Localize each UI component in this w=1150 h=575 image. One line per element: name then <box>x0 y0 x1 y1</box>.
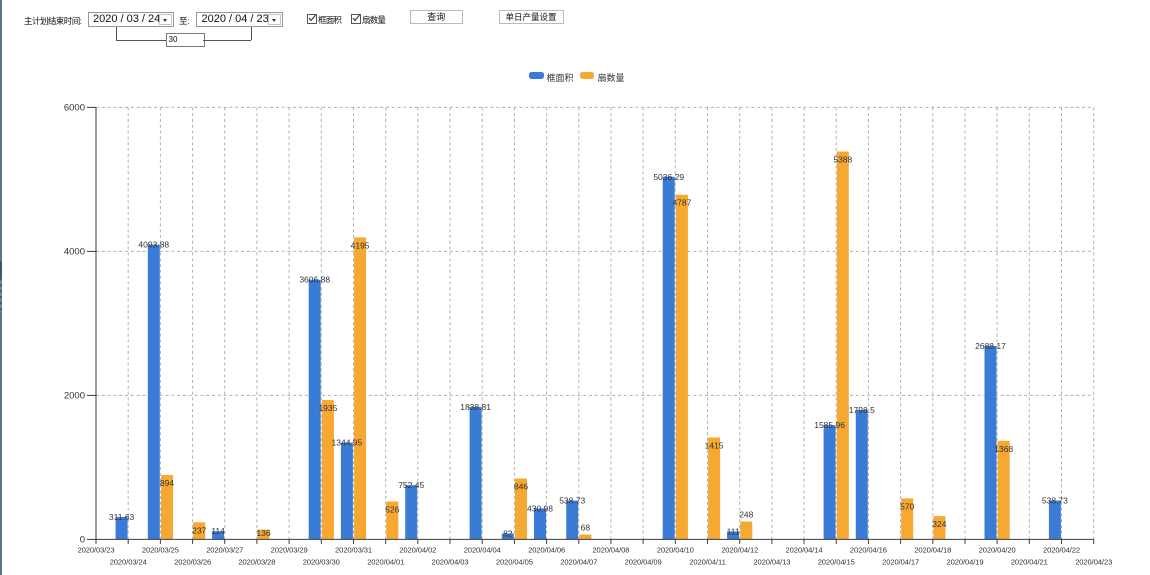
svg-text:0: 0 <box>80 535 85 546</box>
svg-text:2020/04/09: 2020/04/09 <box>625 558 662 567</box>
svg-text:1935: 1935 <box>318 403 337 413</box>
svg-text:894: 894 <box>160 478 174 488</box>
svg-text:1798.5: 1798.5 <box>849 405 875 415</box>
svg-text:570: 570 <box>900 501 914 511</box>
svg-text:2020/04/13: 2020/04/13 <box>753 558 790 567</box>
svg-text:2020/03/29: 2020/03/29 <box>271 546 308 555</box>
svg-text:324: 324 <box>932 519 946 529</box>
svg-text:2020/03/23: 2020/03/23 <box>77 546 114 555</box>
svg-text:4000: 4000 <box>64 247 85 258</box>
svg-text:248: 248 <box>739 510 753 520</box>
svg-text:2000: 2000 <box>64 391 85 402</box>
svg-text:2020/04/17: 2020/04/17 <box>882 558 919 567</box>
svg-text:2020/04/06: 2020/04/06 <box>528 546 565 555</box>
svg-text:111: 111 <box>727 526 740 536</box>
svg-text:1585.96: 1585.96 <box>814 420 845 430</box>
svg-text:2688.17: 2688.17 <box>975 341 1006 351</box>
svg-text:4787: 4787 <box>672 198 691 208</box>
svg-text:2020/03/31: 2020/03/31 <box>335 546 372 555</box>
svg-text:752.45: 752.45 <box>398 480 424 490</box>
svg-text:2020/04/05: 2020/04/05 <box>496 558 533 567</box>
svg-text:526: 526 <box>385 505 399 515</box>
svg-text:2020/04/20: 2020/04/20 <box>979 546 1016 555</box>
svg-text:2020/04/19: 2020/04/19 <box>946 558 983 567</box>
svg-text:2020/04/08: 2020/04/08 <box>592 546 629 555</box>
svg-text:430.98: 430.98 <box>527 503 553 513</box>
svg-text:4093.88: 4093.88 <box>138 240 169 250</box>
svg-text:82: 82 <box>503 529 513 539</box>
svg-text:2020/04/11: 2020/04/11 <box>689 558 725 567</box>
svg-text:2020/04/23: 2020/04/23 <box>1075 558 1112 567</box>
svg-text:2020/04/18: 2020/04/18 <box>914 546 951 555</box>
svg-text:2020/04/22: 2020/04/22 <box>1043 546 1080 555</box>
svg-text:2020/04/10: 2020/04/10 <box>657 546 694 555</box>
svg-text:2020/03/30: 2020/03/30 <box>303 558 340 567</box>
svg-text:846: 846 <box>514 482 528 492</box>
svg-text:1368: 1368 <box>994 444 1013 454</box>
svg-text:5036.29: 5036.29 <box>653 172 684 182</box>
svg-text:4195: 4195 <box>351 240 370 250</box>
svg-text:2020/04/21: 2020/04/21 <box>1011 558 1048 567</box>
svg-text:311.63: 311.63 <box>109 512 135 522</box>
svg-text:68: 68 <box>581 523 591 533</box>
svg-text:2020/03/24: 2020/03/24 <box>110 558 147 567</box>
svg-text:2020/03/26: 2020/03/26 <box>174 558 211 567</box>
svg-text:2020/03/25: 2020/03/25 <box>142 546 179 555</box>
svg-text:2020/04/14: 2020/04/14 <box>785 546 822 555</box>
svg-text:2020/04/16: 2020/04/16 <box>850 546 887 555</box>
svg-text:2020/04/12: 2020/04/12 <box>721 546 758 555</box>
svg-text:2020/04/02: 2020/04/02 <box>399 546 436 555</box>
svg-text:1344.95: 1344.95 <box>332 438 363 448</box>
svg-text:2020/04/04: 2020/04/04 <box>464 546 501 555</box>
svg-text:1415: 1415 <box>705 441 724 451</box>
svg-text:5388: 5388 <box>833 155 852 165</box>
svg-text:2020/04/07: 2020/04/07 <box>560 558 597 567</box>
svg-text:2020/04/01: 2020/04/01 <box>367 558 404 567</box>
svg-text:3606.88: 3606.88 <box>299 275 330 285</box>
svg-text:2020/03/27: 2020/03/27 <box>206 546 243 555</box>
svg-text:237: 237 <box>192 525 206 535</box>
svg-text:538.73: 538.73 <box>1042 496 1068 506</box>
svg-text:538.73: 538.73 <box>559 496 585 506</box>
svg-text:2020/03/28: 2020/03/28 <box>238 558 275 567</box>
svg-text:114: 114 <box>211 526 225 536</box>
svg-text:136: 136 <box>256 528 270 538</box>
svg-text:1838.81: 1838.81 <box>460 402 491 412</box>
svg-text:2020/04/15: 2020/04/15 <box>818 558 855 567</box>
svg-text:6000: 6000 <box>64 103 85 114</box>
svg-text:2020/04/03: 2020/04/03 <box>431 558 468 567</box>
